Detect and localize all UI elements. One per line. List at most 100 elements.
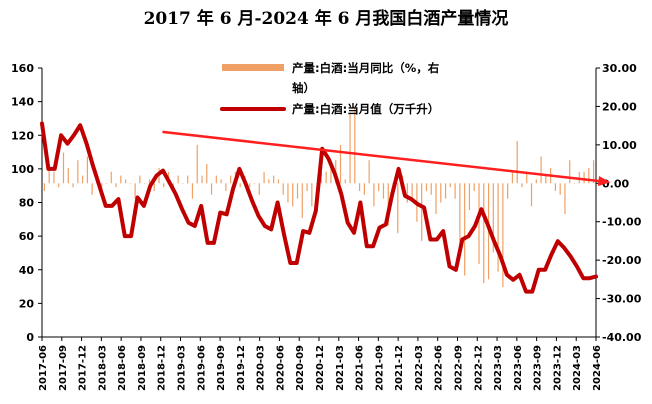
yoy-bar-51 <box>287 183 289 203</box>
x-tick-label-15: 2021-03 <box>335 345 346 391</box>
yoy-bar-32 <box>196 144 198 184</box>
x-tick-label-1: 2017-09 <box>58 345 69 391</box>
yoy-bar-33 <box>201 175 203 184</box>
yoy-bar-28 <box>177 175 179 184</box>
yoy-bar-6 <box>72 183 74 188</box>
yoy-bar-3 <box>58 183 60 188</box>
yoy-bar-70 <box>378 183 380 191</box>
x-tick-label-21: 2022-09 <box>454 345 465 391</box>
yoy-bar-92 <box>483 183 485 284</box>
yoy-bar-88 <box>464 183 466 276</box>
yoy-bar-5 <box>67 167 69 184</box>
trend-arrow-head <box>597 176 611 186</box>
yoy-bar-83 <box>440 183 442 203</box>
yoy-bar-63 <box>344 179 346 184</box>
yoy-bar-2 <box>53 171 55 184</box>
yoy-bar-114 <box>588 167 590 184</box>
legend-label-yoy-line2: 轴） <box>292 81 315 95</box>
yoy-bar-43 <box>249 183 251 188</box>
yoy-bar-19 <box>134 183 136 199</box>
output-line <box>40 121 598 294</box>
x-tick-label-24: 2023-06 <box>513 345 524 391</box>
yoy-bar-59 <box>325 171 327 184</box>
yoy-bar-9 <box>86 156 88 184</box>
x-tick-label-14: 2020-12 <box>315 345 326 391</box>
yoy-bar-54 <box>301 183 303 218</box>
yoy-bar-79 <box>421 183 423 241</box>
x-tick-label-7: 2019-03 <box>177 345 188 391</box>
yoy-bar-76 <box>406 183 408 203</box>
legend: 产量:白酒:当月同比（%，右轴） 产量:白酒:当月值（万千升） <box>220 61 440 116</box>
yoy-bar-94 <box>492 183 494 253</box>
x-tick-label-17: 2021-09 <box>374 345 385 391</box>
right-tick-label-1: -30.00 <box>602 293 642 306</box>
yoy-bar-25 <box>163 183 165 188</box>
yoy-bar-62 <box>339 144 342 184</box>
left-tick-label-6: 120 <box>11 129 34 142</box>
x-tick-label-12: 2020-06 <box>275 345 286 391</box>
left-tick-label-7: 140 <box>11 96 34 109</box>
yoy-bar-66 <box>358 183 361 191</box>
yoy-bar-100 <box>521 183 523 188</box>
left-tick-label-5: 100 <box>11 163 34 176</box>
yoy-bar-85 <box>449 183 451 188</box>
yoy-bar-87 <box>459 183 461 253</box>
right-tick-label-4: 0.00 <box>602 177 629 190</box>
x-tick-label-13: 2020-09 <box>295 345 306 391</box>
x-tick-label-23: 2023-03 <box>493 345 504 391</box>
yoy-bar-10 <box>91 183 93 195</box>
right-tick-label-7: 30.00 <box>602 62 637 75</box>
yoy-bar-84 <box>444 183 447 199</box>
yoy-bar-89 <box>468 183 471 211</box>
yoy-bar-86 <box>454 183 456 199</box>
yoy-bar-80 <box>425 183 428 191</box>
yoy-bar-46 <box>263 171 265 184</box>
yoy-bar-95 <box>497 183 499 272</box>
trend-arrow-shaft <box>162 130 599 183</box>
yoy-bar-29 <box>182 183 184 184</box>
yoy-bar-30 <box>187 175 189 184</box>
x-tick-label-22: 2022-12 <box>473 345 484 391</box>
yoy-bar-82 <box>435 183 437 215</box>
left-tick-label-4: 80 <box>19 197 35 210</box>
yoy-bar-21 <box>144 183 146 184</box>
x-tick-label-19: 2022-03 <box>414 345 425 391</box>
yoy-bar-37 <box>220 179 222 184</box>
yoy-bar-74 <box>397 183 399 234</box>
yoy-bar-68 <box>368 160 370 184</box>
yoy-bar-102 <box>530 183 533 207</box>
right-tick-label-0: -40.00 <box>602 331 642 344</box>
yoy-bar-90 <box>473 183 475 191</box>
yoy-bar-71 <box>382 183 385 199</box>
yoy-bar-77 <box>411 183 413 199</box>
yoy-bar-52 <box>292 183 294 207</box>
yoy-bar-112 <box>578 171 580 184</box>
yoy-bar-56 <box>311 183 313 207</box>
yoy-bar-104 <box>540 156 542 184</box>
yoy-bar-36 <box>215 175 217 184</box>
x-tick-label-10: 2019-12 <box>236 345 247 391</box>
x-tick-label-16: 2021-06 <box>355 345 366 391</box>
x-tick-label-0: 2017-06 <box>38 345 49 391</box>
x-tick-label-3: 2018-03 <box>97 345 108 391</box>
yoy-bar-81 <box>430 183 432 195</box>
yoy-bar-34 <box>206 164 208 184</box>
yoy-bar-103 <box>535 179 537 184</box>
left-tick-label-1: 20 <box>19 297 35 310</box>
yoy-bar-38 <box>225 183 227 191</box>
right-tick-label-5: 10.00 <box>602 139 637 152</box>
left-tick-label-3: 60 <box>19 230 35 243</box>
yoy-bar-41 <box>239 183 241 188</box>
yoy-bar-15 <box>115 183 117 188</box>
legend-swatch-yoy <box>222 64 284 71</box>
yoy-bar-45 <box>258 183 260 195</box>
yoy-bar-35 <box>210 183 213 195</box>
yoy-bar-50 <box>282 183 284 195</box>
x-tick-label-25: 2023-09 <box>533 345 544 391</box>
yoy-bar-44 <box>253 183 256 184</box>
x-tick-label-20: 2022-06 <box>434 345 445 391</box>
yoy-bar-97 <box>507 183 509 199</box>
yoy-bar-67 <box>363 183 365 195</box>
x-tick-label-5: 2018-09 <box>137 345 148 391</box>
